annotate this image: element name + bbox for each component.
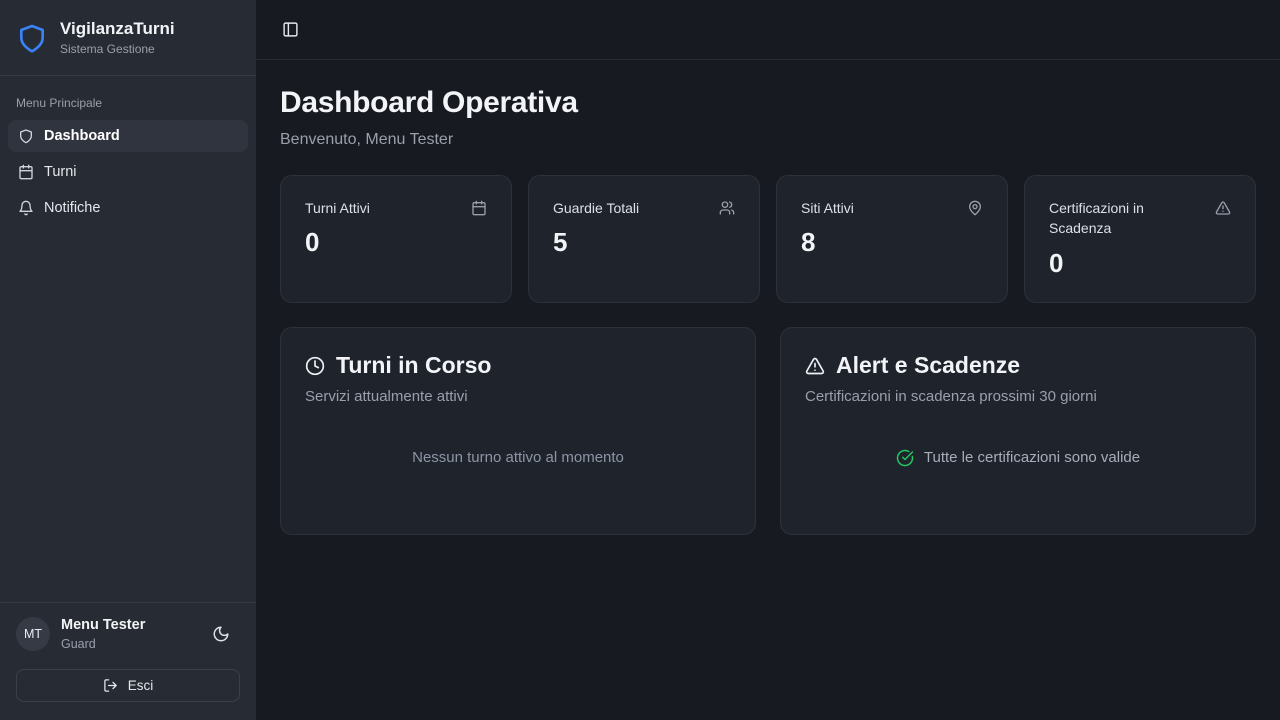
app-subtitle: Sistema Gestione [60,41,155,56]
stat-value: 5 [553,227,568,258]
stat-label: Guardie Totali [553,200,640,216]
certifications-valid-row: Tutte le certificazioni sono valide [896,449,1140,467]
theme-toggle-button[interactable] [210,622,234,646]
stat-card-guardie-totali: Guardie Totali 5 [528,175,760,303]
logout-icon [103,678,118,693]
stat-value: 0 [1049,247,1064,278]
alert-triangle-icon [1215,200,1231,216]
sidebar-item-label: Notifiche [44,200,101,216]
sidebar-nav: Menu Principale Dashboard Turni Notifich… [0,76,256,228]
calendar-icon [18,164,34,180]
sidebar-item-turni[interactable]: Turni [8,156,248,188]
sidebar-item-label: Dashboard [44,128,120,144]
stat-value: 0 [305,227,320,258]
app-title: VigilanzaTurni [60,19,175,39]
users-icon [719,200,735,216]
page-title: Dashboard Operativa [280,86,578,119]
user-role: Guard [61,636,96,651]
user-row: MT Menu Tester Guard [16,617,240,651]
page-content: Dashboard Operativa Benvenuto, Menu Test… [256,60,1280,561]
stats-grid: Turni Attivi 0 Guardie Totali 5 [280,175,1256,303]
bell-icon [18,200,34,216]
calendar-icon [471,200,487,216]
panel-turni-in-corso: Turni in Corso Servizi attualmente attiv… [280,327,756,535]
panel-subtitle: Certificazioni in scadenza prossimi 30 g… [805,388,1097,405]
stat-card-turni-attivi: Turni Attivi 0 [280,175,512,303]
user-name: Menu Tester [61,617,146,634]
moon-icon [212,625,232,643]
main-area: Dashboard Operativa Benvenuto, Menu Test… [256,0,1280,720]
stat-card-certificazioni: Certificazioni in Scadenza 0 [1024,175,1256,303]
sidebar-toggle-button[interactable] [280,19,302,41]
avatar: MT [16,617,50,651]
stat-value: 8 [801,227,816,258]
panel-title: Turni in Corso [336,352,492,378]
stat-label: Siti Attivi [801,200,854,216]
sidebar: VigilanzaTurni Sistema Gestione Menu Pri… [0,0,256,720]
sidebar-header: VigilanzaTurni Sistema Gestione [0,0,256,76]
shield-icon [18,128,34,144]
logout-button[interactable]: Esci [16,669,240,702]
sidebar-item-label: Turni [44,164,77,180]
stat-label: Certificazioni in Scadenza [1049,200,1144,237]
topbar [256,0,1280,60]
alert-triangle-icon [805,356,825,376]
sidebar-item-dashboard[interactable]: Dashboard [8,120,248,152]
stat-label: Turni Attivi [305,200,370,216]
sidebar-item-notifiche[interactable]: Notifiche [8,192,248,224]
map-pin-icon [967,200,983,216]
welcome-text: Benvenuto, Menu Tester [280,131,454,148]
empty-state-text: Nessun turno attivo al momento [412,449,624,466]
check-circle-icon [896,449,914,467]
certifications-valid-text: Tutte le certificazioni sono valide [923,449,1141,466]
stat-card-siti-attivi: Siti Attivi 8 [776,175,1008,303]
panel-title: Alert e Scadenze [836,352,1021,378]
clock-icon [305,356,325,376]
panel-alert-scadenze: Alert e Scadenze Certificazioni in scade… [780,327,1256,535]
shield-logo-icon [16,22,48,54]
panels-grid: Turni in Corso Servizi attualmente attiv… [280,327,1256,535]
panel-subtitle: Servizi attualmente attivi [305,388,468,405]
logout-label: Esci [127,678,154,693]
panel-left-icon [282,21,300,38]
nav-section-label: Menu Principale [16,96,103,110]
sidebar-footer: MT Menu Tester Guard Esci [0,602,256,720]
